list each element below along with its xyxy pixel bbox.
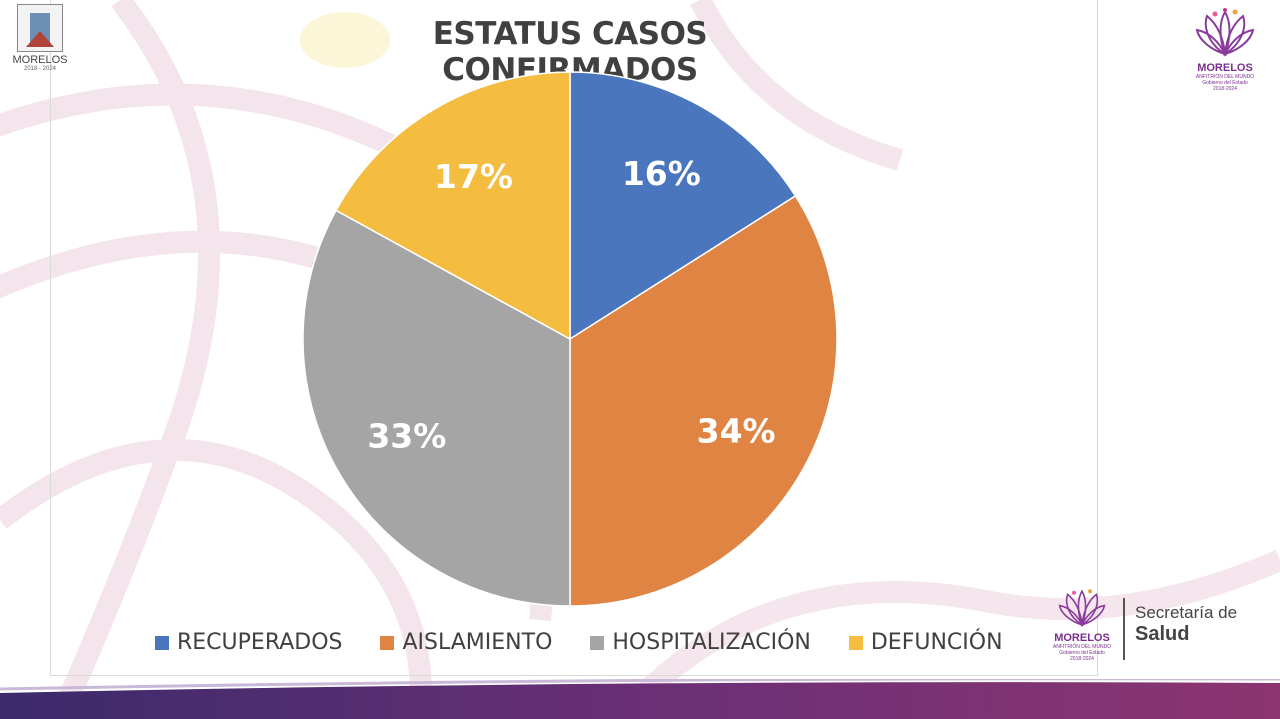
secretaria-divider — [1123, 598, 1125, 660]
morelos-flower-logo: MORELOS ANFITRIÓN DEL MUNDO Gobierno del… — [1185, 8, 1265, 92]
legend-swatch — [848, 635, 863, 650]
chart-legend: RECUPERADOS AISLAMIENTO HOSPITALIZACIÓN DEF… — [155, 630, 1041, 655]
logo-bottom-right-name: MORELOS — [1054, 632, 1110, 644]
legend-label: HOSPITALIZACIÓN — [612, 630, 811, 655]
bottom-band — [0, 679, 1280, 719]
flower-icon — [1058, 589, 1106, 628]
logo-bottom-right-tagline: ANFITRIÓN DEL MUNDO — [1052, 644, 1112, 650]
legend-item-hospitalización: HOSPITALIZACIÓN — [590, 630, 811, 655]
legend-swatch — [380, 635, 395, 650]
data-label-aislamiento: 34% — [697, 411, 776, 450]
chart-frame — [50, 0, 1098, 676]
legend-label: RECUPERADOS — [177, 630, 343, 655]
logo-top-right-sub: Gobierno del Estado — [1202, 80, 1248, 86]
secretaria-line1: Secretaría de — [1135, 603, 1238, 622]
logo-bottom-right-sub: Gobierno del Estado — [1059, 650, 1105, 656]
legend-item-recuperados: RECUPERADOS — [155, 630, 342, 655]
data-label-recuperados: 16% — [622, 154, 701, 193]
data-label-defunción: 17% — [434, 157, 513, 196]
morelos-flower-logo-small: MORELOS ANFITRIÓN DEL MUNDO Gobierno del… — [1050, 588, 1114, 662]
pie-slice-hospitalización — [302, 209, 571, 607]
legend-swatch — [155, 635, 169, 650]
logo-left-name: MORELOS — [12, 54, 68, 66]
logo-top-right-tagline: ANFITRIÓN DEL MUNDO — [1195, 74, 1255, 80]
secretaria-line2: Salud — [1135, 623, 1190, 645]
data-label-hospitalización: 33% — [367, 416, 446, 455]
pie-slice-aislamiento — [569, 194, 838, 607]
pie-slice-recuperados — [569, 71, 797, 341]
morelos-shield-logo: MORELOS 2018 - 2024 — [12, 4, 68, 72]
shield-icon — [17, 4, 63, 52]
legend-item-defunción: DEFUNCIÓN — [848, 630, 1003, 655]
logo-top-right-years: 2018-2024 — [1213, 86, 1237, 92]
legend-label: AISLAMIENTO — [402, 630, 553, 655]
secretaria-salud-logo: Secretaría de Salud — [1135, 603, 1237, 646]
pie-slice-defunción — [335, 71, 571, 341]
logo-left-years: 2018 - 2024 — [23, 66, 57, 72]
legend-label: DEFUNCIÓN — [870, 630, 1003, 655]
legend-item-aislamiento: AISLAMIENTO — [380, 630, 552, 655]
flower-icon — [1195, 8, 1255, 57]
logo-top-right-name: MORELOS — [1197, 62, 1253, 74]
logo-bottom-right-years: 2018-2024 — [1070, 656, 1094, 662]
legend-swatch — [590, 635, 605, 650]
